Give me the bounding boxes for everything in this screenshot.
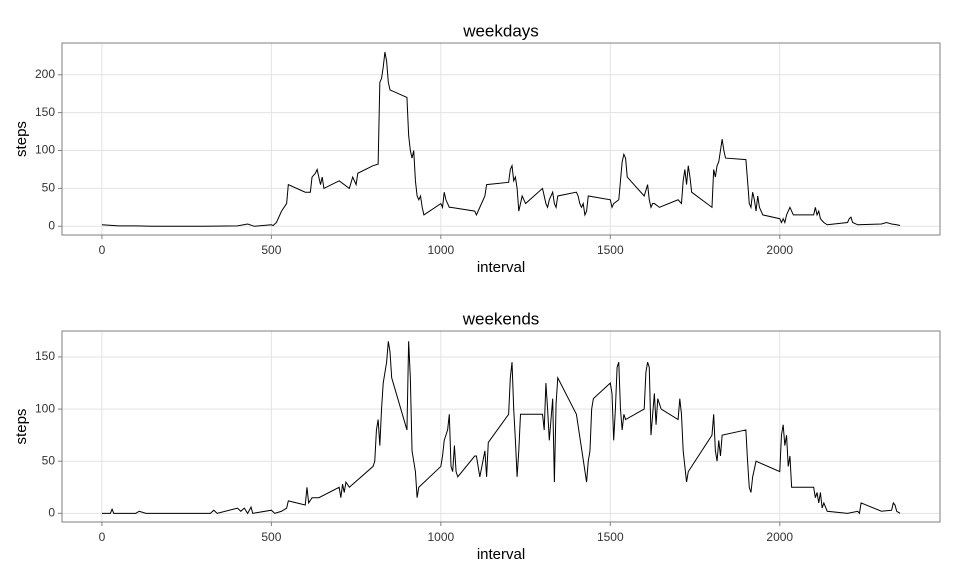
x-tick-label: 0 (99, 530, 106, 544)
y-tick-label: 50 (42, 453, 56, 467)
x-tick-label: 500 (261, 243, 281, 257)
x-tick-label: 1500 (597, 243, 624, 257)
y-tick-label: 0 (48, 218, 55, 232)
y-tick-label: 150 (35, 105, 55, 119)
x-tick-label: 1000 (427, 243, 454, 257)
x-axis-label: interval (477, 259, 525, 276)
y-tick-label: 100 (35, 401, 55, 415)
x-tick-label: 0 (99, 243, 106, 257)
x-tick-label: 2000 (766, 243, 793, 257)
y-tick-label: 150 (35, 349, 55, 363)
plot-border (61, 330, 941, 523)
y-axis-label: steps (13, 409, 30, 445)
x-tick-label: 1000 (427, 530, 454, 544)
y-axis-label: steps (13, 121, 30, 157)
y-tick-label: 100 (35, 143, 55, 157)
data-line (101, 51, 901, 227)
plot-background (62, 43, 940, 235)
panel-title: weekdays (462, 21, 539, 40)
y-tick-label: 50 (42, 181, 56, 195)
data-line (101, 341, 901, 515)
x-axis-label: interval (477, 546, 525, 563)
y-tick-label: 0 (48, 506, 55, 520)
x-tick-label: 1500 (597, 530, 624, 544)
plot-border (61, 42, 941, 236)
plot-background (62, 331, 940, 522)
panel-title: weekends (462, 309, 540, 328)
x-tick-label: 500 (261, 530, 281, 544)
y-tick-label: 200 (35, 67, 55, 81)
x-tick-label: 2000 (766, 530, 793, 544)
